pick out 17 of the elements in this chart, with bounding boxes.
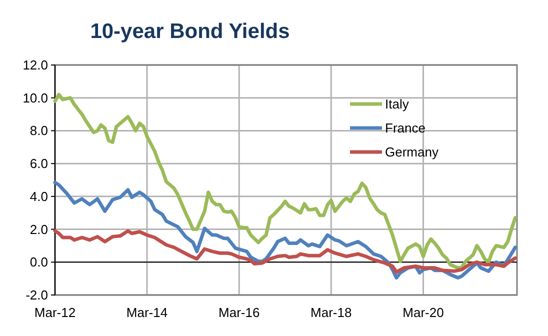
y-tick-label: -2.0 [26,288,48,302]
y-tick-label: 4.0 [30,188,48,204]
y-tick-label: 12.0 [22,58,48,72]
y-tick-label: 6.0 [30,156,48,172]
y-tick-label: 2.0 [30,222,48,237]
x-tick-label: Mar-20 [402,305,444,320]
legend-label: France [385,120,426,136]
x-tick-label: Mar-14 [126,305,168,320]
y-tick-label: 0.0 [30,254,48,270]
x-tick-label: Mar-16 [218,305,260,320]
x-tick-label: Mar-18 [310,305,352,320]
y-tick-label: 8.0 [30,123,48,138]
legend-label: Germany [385,144,439,160]
y-tick-label: 10.0 [22,90,48,106]
chart-title: 10-year Bond Yields [90,20,290,43]
x-tick-label: Mar-12 [34,305,76,320]
legend-label: Italy [385,96,410,112]
